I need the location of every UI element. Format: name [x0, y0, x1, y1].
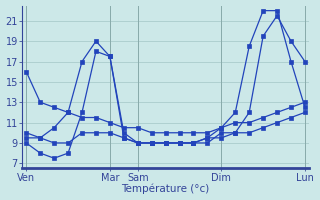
X-axis label: Température (°c): Température (°c) [122, 184, 210, 194]
